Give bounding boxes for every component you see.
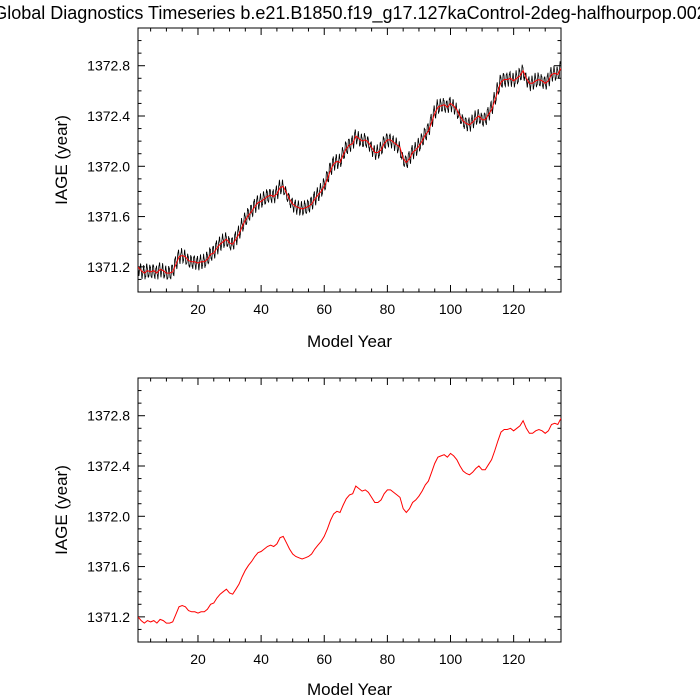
y-tick-label: 1371.6	[87, 209, 130, 225]
x-tick-label: 20	[190, 301, 206, 317]
x-tick-label: 40	[253, 651, 269, 667]
plot-frame	[137, 27, 562, 293]
bottom-panel: 20 40 60 80 100 120 1371.2 1371.6 1372.0 1372.4 13…	[52, 377, 562, 699]
x-tick-label: 60	[316, 301, 332, 317]
data-layer	[138, 61, 561, 280]
top-panel: 20 40 60 80 100 120 1371.2 1371.6 1372.0 1372.4 13…	[52, 27, 562, 351]
x-tick-label: 80	[380, 651, 396, 667]
annual-mean-series-line	[138, 417, 561, 624]
annual-mean-series-line	[138, 67, 561, 274]
y-tick-label: 1372.8	[87, 58, 130, 74]
x-axis-label: Model Year	[307, 332, 392, 351]
y-tick-label: 1371.2	[87, 609, 130, 625]
data-layer	[138, 417, 561, 624]
x-tick-label: 100	[439, 651, 463, 667]
y-tick-label: 1372.8	[87, 408, 130, 424]
x-axis-label: Model Year	[307, 680, 392, 699]
y-tick-label: 1372.4	[87, 108, 130, 124]
x-tick-label: 120	[502, 651, 526, 667]
y-tick-label: 1372.0	[87, 158, 130, 174]
y-axis-label: IAGE (year)	[52, 115, 71, 205]
x-tick-label: 20	[190, 651, 206, 667]
y-tick-label: 1371.2	[87, 259, 130, 275]
plot-frame	[137, 377, 562, 643]
x-tick-label: 120	[502, 301, 526, 317]
y-tick-label: 1372.4	[87, 458, 130, 474]
monthly-series-line	[138, 61, 561, 280]
x-tick-label: 100	[439, 301, 463, 317]
y-tick-label: 1372.0	[87, 508, 130, 524]
x-tick-label: 80	[380, 301, 396, 317]
y-tick-label: 1371.6	[87, 559, 130, 575]
x-tick-label: 40	[253, 301, 269, 317]
chart-title: Global Diagnostics Timeseries b.e21.B185…	[0, 3, 700, 24]
y-axis-label: IAGE (year)	[52, 465, 71, 555]
x-tick-label: 60	[316, 651, 332, 667]
